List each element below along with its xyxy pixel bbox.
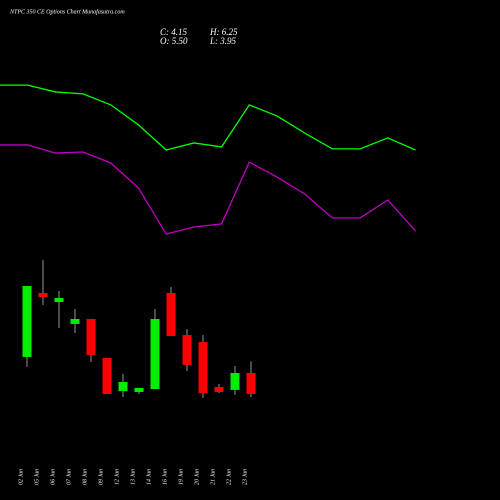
x-tick-label: 21 Jun	[210, 469, 216, 485]
x-tick-label: 09 Jun	[98, 469, 104, 485]
open-label: O: 5.50	[160, 36, 188, 46]
candle-body	[102, 357, 112, 394]
candle-body	[38, 293, 48, 298]
x-tick-label: 08 Jun	[82, 469, 88, 485]
candle-body	[246, 372, 256, 394]
candle-body	[70, 318, 80, 324]
x-tick-label: 23 Jun	[242, 469, 248, 485]
candle-body	[54, 297, 64, 303]
indicator-line	[0, 144, 416, 235]
x-tick-label: 12 Jun	[114, 469, 120, 485]
close-label: C: 4.15	[160, 27, 188, 37]
candle-body	[230, 372, 240, 390]
low-label: L: 3.95	[209, 36, 237, 46]
candle-body	[22, 286, 32, 357]
x-tick-label: 22 Jun	[226, 469, 232, 485]
candle-body	[182, 335, 192, 365]
candle-body	[214, 386, 224, 392]
x-tick-label: 06 Jun	[50, 469, 56, 485]
candle-body	[198, 342, 208, 394]
x-tick-label: 19 Jun	[178, 469, 184, 485]
chart-title: NTPC 350 CE Options Chart Munafasutra.co…	[9, 8, 125, 15]
candle-body	[118, 382, 128, 392]
high-label: H: 6.25	[209, 27, 238, 37]
candle-body	[166, 293, 176, 336]
x-tick-label: 14 Jun	[145, 469, 152, 485]
candle-body	[134, 387, 144, 392]
x-tick-label: 07 Jun	[66, 469, 72, 485]
indicator-line	[0, 84, 416, 151]
candle-body	[86, 318, 96, 355]
x-tick-label: 20 Jun	[194, 469, 200, 485]
x-tick-label: 05 Jun	[34, 469, 40, 485]
x-tick-label: 13 Jun	[130, 469, 136, 485]
x-tick-label: 02 Jun	[18, 469, 24, 485]
x-tick-label: 16 Jun	[162, 469, 168, 485]
candle-body	[150, 318, 160, 390]
